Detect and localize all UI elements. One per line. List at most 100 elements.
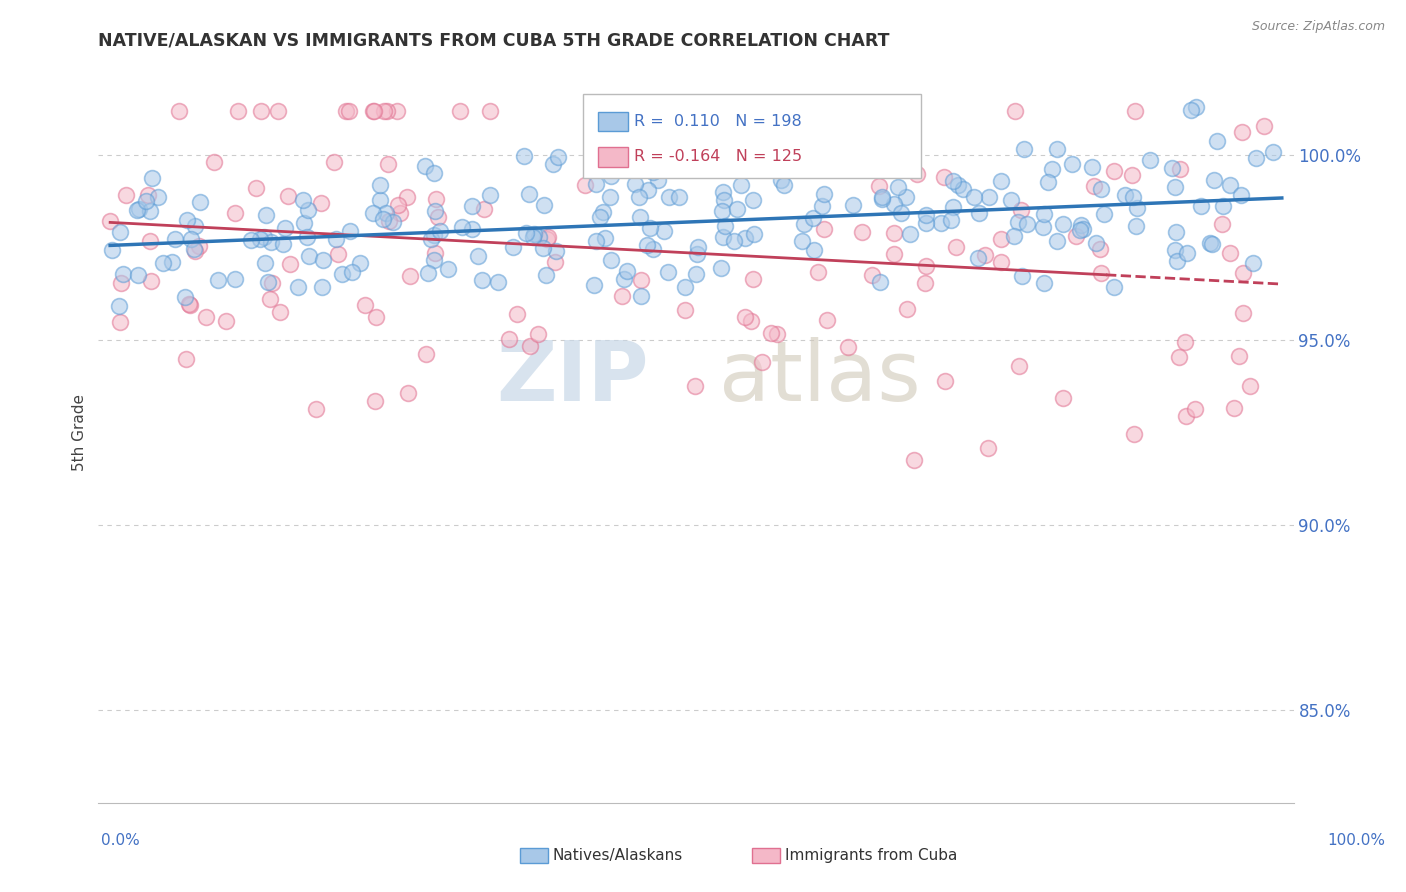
Point	[574, 178, 596, 193]
Point	[260, 277, 283, 291]
Text: ZIP: ZIP	[496, 336, 650, 417]
Point	[1168, 351, 1191, 365]
Point	[269, 304, 291, 318]
Point	[627, 189, 650, 203]
Point	[914, 277, 936, 291]
Point	[612, 289, 634, 303]
Point	[187, 239, 209, 253]
Point	[942, 174, 965, 188]
Point	[195, 310, 218, 324]
Text: NATIVE/ALASKAN VS IMMIGRANTS FROM CUBA 5TH GRADE CORRELATION CHART: NATIVE/ALASKAN VS IMMIGRANTS FROM CUBA 5…	[98, 31, 890, 49]
Point	[436, 261, 458, 276]
Point	[364, 310, 387, 324]
Point	[772, 178, 794, 193]
Text: R = -0.164   N = 125: R = -0.164 N = 125	[634, 150, 803, 164]
Point	[183, 219, 205, 234]
Point	[1166, 254, 1188, 268]
Point	[1122, 190, 1144, 204]
Point	[111, 267, 134, 281]
Point	[661, 123, 683, 137]
Point	[254, 256, 277, 270]
Point	[377, 157, 399, 171]
Point	[1062, 156, 1084, 170]
Point	[585, 178, 607, 192]
Point	[942, 200, 965, 214]
Point	[796, 126, 818, 140]
Point	[250, 103, 273, 118]
Point	[322, 154, 344, 169]
Point	[165, 232, 187, 246]
Point	[969, 205, 991, 219]
Point	[658, 190, 681, 204]
Point	[1015, 217, 1038, 231]
Point	[297, 202, 319, 217]
Point	[860, 268, 883, 282]
Point	[479, 103, 502, 118]
Point	[354, 298, 377, 312]
Point	[374, 205, 396, 219]
Point	[141, 274, 163, 288]
Point	[368, 193, 391, 207]
Point	[929, 217, 952, 231]
Point	[946, 178, 969, 192]
Point	[526, 326, 548, 341]
Point	[136, 188, 159, 202]
Point	[1239, 379, 1261, 393]
Point	[413, 160, 436, 174]
Point	[543, 254, 565, 268]
Point	[274, 221, 297, 235]
Point	[162, 255, 184, 269]
Point	[278, 257, 301, 271]
Point	[498, 333, 520, 347]
Point	[335, 103, 357, 118]
Point	[371, 211, 394, 226]
Point	[903, 452, 925, 467]
Point	[536, 268, 558, 283]
Point	[1092, 207, 1115, 221]
Point	[1241, 256, 1264, 270]
Point	[479, 188, 502, 202]
Text: atlas: atlas	[720, 336, 921, 417]
Point	[502, 240, 524, 254]
Point	[543, 157, 565, 171]
Point	[1032, 207, 1054, 221]
Point	[1227, 349, 1250, 363]
Point	[224, 206, 246, 220]
Point	[1010, 202, 1032, 217]
Point	[531, 241, 554, 255]
Point	[1230, 125, 1253, 139]
Point	[713, 230, 735, 244]
Point	[628, 210, 651, 224]
Point	[647, 173, 669, 187]
Point	[1175, 409, 1198, 423]
Point	[533, 198, 555, 212]
Point	[973, 248, 995, 262]
Point	[184, 244, 207, 259]
Point	[851, 226, 873, 240]
Point	[253, 230, 276, 244]
Point	[887, 179, 910, 194]
Point	[256, 275, 278, 289]
Point	[98, 214, 121, 228]
Point	[589, 210, 612, 224]
Point	[896, 121, 918, 136]
Point	[179, 297, 201, 311]
Point	[1052, 391, 1074, 405]
Point	[683, 378, 706, 392]
Point	[547, 150, 569, 164]
Point	[240, 233, 263, 247]
Point	[803, 244, 825, 258]
Point	[1032, 219, 1054, 234]
Point	[1090, 267, 1112, 281]
Point	[423, 228, 446, 243]
Point	[449, 103, 471, 118]
Point	[139, 234, 162, 248]
Point	[135, 194, 157, 209]
Point	[423, 203, 446, 218]
Point	[613, 272, 636, 286]
Point	[734, 231, 756, 245]
Point	[630, 289, 652, 303]
Point	[368, 178, 391, 192]
Point	[730, 178, 752, 193]
Point	[1185, 100, 1208, 114]
